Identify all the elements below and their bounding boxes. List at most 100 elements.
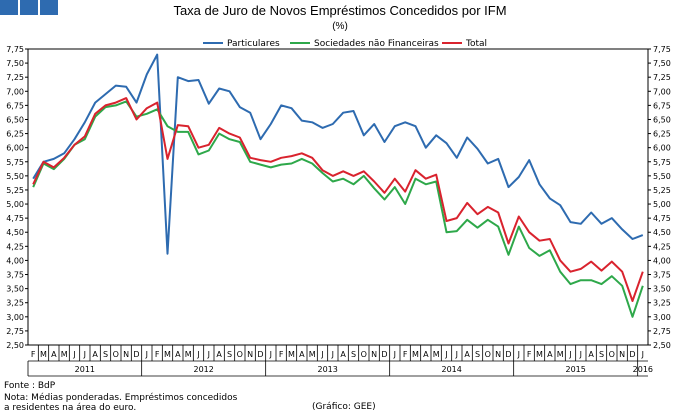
y-tick-label-left: 7,75 [6, 45, 24, 54]
month-label: M [557, 350, 564, 359]
note-line-1: Nota: Médias ponderadas. Empréstimos con… [4, 393, 238, 403]
y-tick-label-left: 5,00 [6, 200, 24, 209]
year-label: 2016 [633, 365, 653, 374]
y-tick-label-right: 7,50 [653, 59, 671, 68]
header-square-1 [0, 0, 18, 15]
month-label: S [103, 350, 108, 359]
y-tick-label-left: 6,50 [6, 115, 24, 124]
y-tick-label-right: 7,00 [653, 87, 671, 96]
month-label: D [381, 350, 387, 359]
y-tick-label-left: 6,75 [6, 101, 24, 110]
month-label: J [269, 350, 272, 359]
month-label: A [299, 350, 305, 359]
month-label: N [123, 350, 129, 359]
y-tick-label-left: 6,25 [6, 130, 24, 139]
series-line-total [32, 97, 644, 302]
y-tick-label-right: 4,00 [653, 256, 671, 265]
y-tick-label-left: 7,50 [6, 59, 24, 68]
month-label: D [629, 350, 635, 359]
month-label: J [196, 350, 199, 359]
y-tick-label-left: 5,75 [6, 158, 24, 167]
legend-label: Sociedades não Financeiras [314, 39, 439, 49]
plot-frame [27, 48, 649, 346]
month-label: O [237, 350, 243, 359]
month-label: J [83, 350, 86, 359]
month-label: A [51, 350, 57, 359]
legend: Particulares Sociedades não Financeiras To… [203, 39, 487, 49]
month-label: A [588, 350, 594, 359]
month-label: N [495, 350, 501, 359]
chart-title: Taxa de Juro de Novos Empréstimos Conced… [173, 3, 506, 18]
y-tick-label-right: 5,50 [653, 172, 671, 181]
month-label: M [433, 350, 440, 359]
y-tick-label-right: 2,50 [653, 341, 671, 350]
y-tick-label-left: 4,75 [6, 214, 24, 223]
month-label: J [331, 350, 334, 359]
month-label: J [517, 350, 520, 359]
month-label: S [599, 350, 604, 359]
y-tick-label-right: 5,00 [653, 200, 671, 209]
y-tick-label-left: 4,50 [6, 228, 24, 237]
y-tick-label-left: 5,50 [6, 172, 24, 181]
month-label: J [641, 350, 644, 359]
month-label: N [247, 350, 253, 359]
month-label: S [227, 350, 232, 359]
y-tick-label-right: 3,50 [653, 285, 671, 294]
month-label: J [207, 350, 210, 359]
y-tick-label-right: 6,75 [653, 101, 671, 110]
month-label: A [547, 350, 553, 359]
year-label: 2014 [441, 365, 461, 374]
y-tick-label-left: 7,25 [6, 73, 24, 82]
y-tick-label-left: 4,25 [6, 242, 24, 251]
month-label: A [423, 350, 429, 359]
year-label: 2011 [75, 365, 95, 374]
y-tick-label-left: 2,50 [6, 341, 24, 350]
month-label: M [40, 350, 47, 359]
y-tick-label-right: 4,50 [653, 228, 671, 237]
month-label: M [536, 350, 543, 359]
legend-label: Total [465, 39, 487, 49]
month-label: J [444, 350, 447, 359]
month-label: A [464, 350, 470, 359]
month-label: A [216, 350, 222, 359]
chart-subtitle: (%) [332, 21, 348, 32]
header-square-3 [40, 0, 58, 15]
month-label: A [340, 350, 346, 359]
month-label: M [185, 350, 192, 359]
month-label: J [320, 350, 323, 359]
grid [25, 48, 651, 346]
month-label: F [527, 350, 532, 359]
y-tick-label-left: 3,50 [6, 285, 24, 294]
y-tick-label-left: 3,75 [6, 271, 24, 280]
y-tick-label-right: 3,25 [653, 299, 671, 308]
month-label: M [288, 350, 295, 359]
month-label: J [145, 350, 148, 359]
month-label: F [403, 350, 408, 359]
month-label: F [155, 350, 160, 359]
month-label: M [164, 350, 171, 359]
series-line-sociedades-n-o-financeiras [32, 100, 644, 318]
y-axis-right: 7,75 7,50 7,25 7,00 6,75 6,50 6,25 6,00 5,75 5,50… [653, 45, 671, 350]
month-label: A [175, 350, 181, 359]
y-tick-label-right: 7,25 [653, 73, 671, 82]
month-label: S [351, 350, 356, 359]
month-label: J [568, 350, 571, 359]
month-label: S [475, 350, 480, 359]
month-label: N [371, 350, 377, 359]
y-tick-label-left: 3,00 [6, 313, 24, 322]
month-label: O [609, 350, 615, 359]
y-tick-label-right: 3,00 [653, 313, 671, 322]
y-tick-label-right: 4,75 [653, 214, 671, 223]
month-label: J [393, 350, 396, 359]
y-tick-label-left: 5,25 [6, 186, 24, 195]
month-label: J [455, 350, 458, 359]
y-tick-label-right: 6,50 [653, 115, 671, 124]
month-label: D [505, 350, 511, 359]
y-tick-label-left: 3,25 [6, 299, 24, 308]
y-tick-label-right: 2,75 [653, 327, 671, 336]
series-lines [32, 53, 644, 318]
y-tick-label-left: 6,00 [6, 144, 24, 153]
header-square-2 [20, 0, 38, 15]
y-tick-label-right: 6,00 [653, 144, 671, 153]
